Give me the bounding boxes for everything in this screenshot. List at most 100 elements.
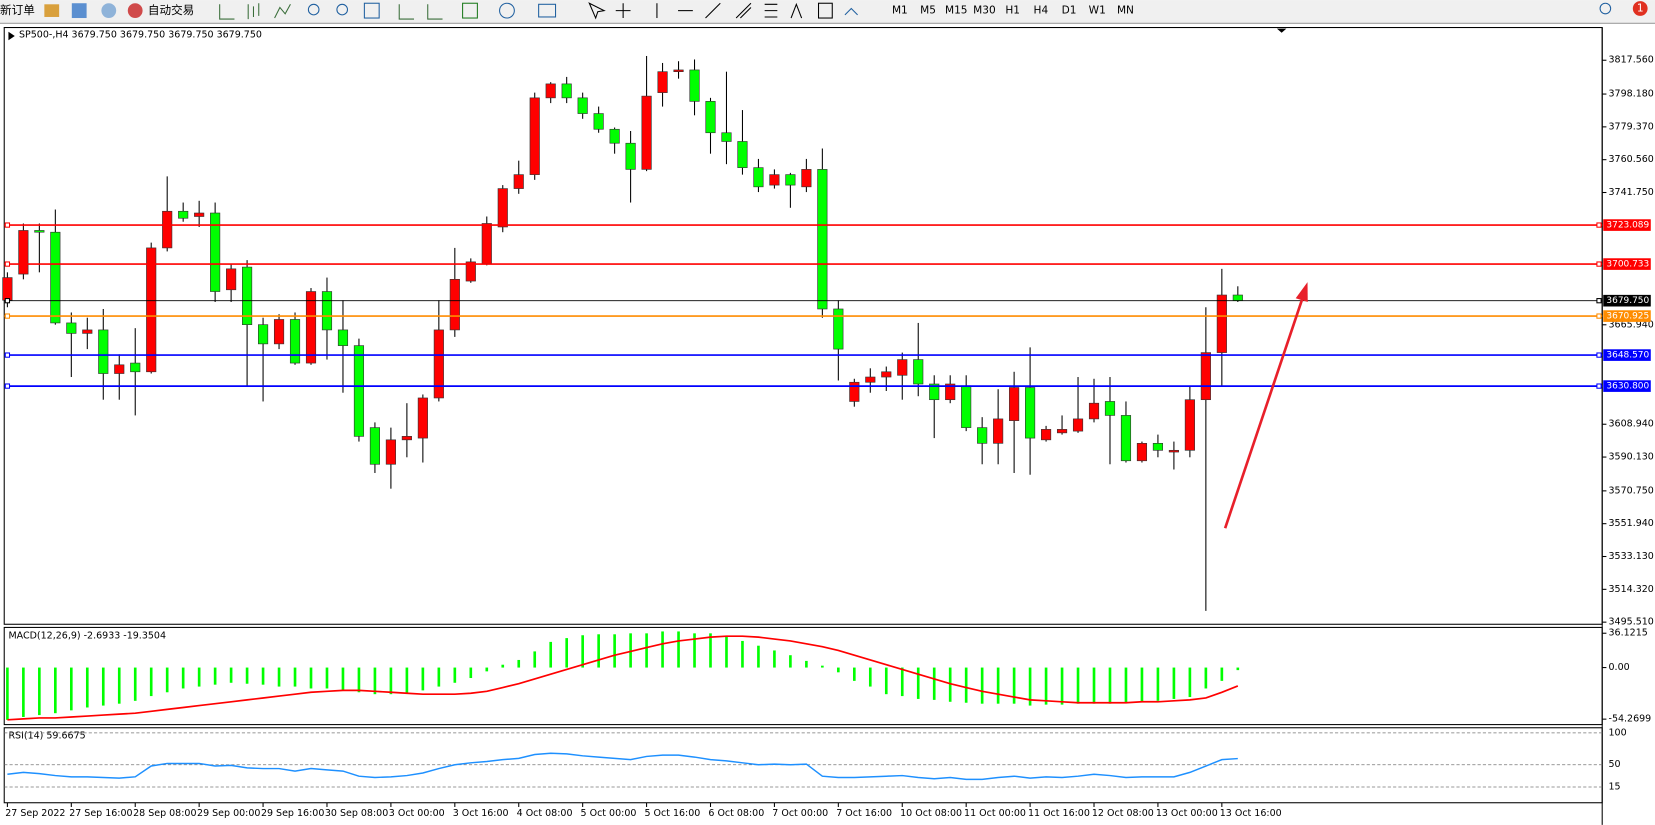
level-label: 3648.570 [1606, 351, 1649, 361]
macd-bar [805, 660, 808, 668]
candle-body [545, 83, 556, 99]
macd-bar [1236, 667, 1240, 671]
candle-body [785, 174, 796, 186]
icon[interactable] [499, 2, 515, 19]
crosshair-tool[interactable] [615, 3, 631, 19]
auto-trading-icon[interactable] [127, 3, 143, 19]
candle-body [641, 95, 652, 170]
candle-body [1152, 443, 1163, 451]
macd-bar [613, 634, 616, 668]
macd-bar [85, 667, 89, 708]
macd-bar [964, 667, 968, 703]
icon[interactable] [219, 4, 235, 20]
timeframe-button[interactable]: D1 [1062, 5, 1077, 17]
candle-body [50, 231, 61, 324]
candle-body [18, 230, 29, 275]
macd-bar [149, 667, 153, 697]
panel-frames [3, 27, 1603, 825]
macd-bar [517, 659, 521, 668]
macd-bar [1076, 667, 1080, 704]
icon[interactable] [44, 4, 60, 17]
icon[interactable] [101, 3, 117, 19]
macd-bar [1060, 667, 1064, 705]
icon[interactable] [398, 4, 415, 20]
macd-bar [916, 667, 920, 699]
candle-body [929, 383, 940, 401]
candle-body [66, 322, 77, 334]
timeframe-button[interactable]: M30 [973, 5, 996, 17]
candle-body [753, 167, 764, 188]
candle-body [977, 427, 988, 444]
candle-body [401, 436, 412, 441]
icon[interactable] [247, 3, 260, 20]
candle-body [1056, 429, 1068, 434]
icon[interactable] [363, 2, 380, 19]
cursor-tool[interactable] [588, 2, 606, 20]
macd-bar [389, 667, 393, 695]
macd-bar [773, 650, 776, 668]
toolbar: 新订单 自动交易 [0, 0, 1655, 24]
rsi-title: RSI(14) 59.6675 [8, 731, 85, 742]
x-tick-label: 13 Oct 00:00 [1156, 808, 1218, 819]
icon[interactable] [462, 2, 478, 19]
y-tick-label: 3798.180 [1609, 89, 1654, 100]
zoom-in[interactable] [307, 3, 320, 16]
macd-bar [1188, 667, 1192, 698]
candle-body [945, 383, 956, 401]
trend-tool[interactable] [705, 2, 721, 19]
timeframe-button[interactable]: H1 [1005, 5, 1020, 17]
icon[interactable] [274, 4, 291, 19]
icon[interactable] [538, 3, 557, 18]
symbol-marker [8, 31, 15, 41]
macd-bar [948, 667, 952, 702]
macd-bar [453, 667, 457, 683]
channel-tool[interactable] [735, 2, 752, 19]
macd-bar [469, 667, 473, 679]
zoom-out[interactable] [336, 3, 349, 16]
icon[interactable] [71, 3, 87, 19]
macd-bar [501, 664, 505, 668]
icon[interactable] [427, 4, 443, 20]
level-label-bg [1603, 294, 1651, 307]
candle-body [609, 128, 620, 144]
y-tick-label: 3514.320 [1609, 584, 1654, 595]
candle-body [289, 319, 301, 364]
macd-bar [38, 667, 41, 716]
level-handle [4, 298, 11, 304]
level-label: 3670.925 [1606, 312, 1649, 322]
candle-body [705, 101, 716, 134]
macd-bar [852, 667, 856, 681]
chart-title: SP500-,H4 3679.750 3679.750 3679.750 367… [19, 29, 262, 40]
macd-bar [932, 667, 936, 700]
macd-bar [1108, 667, 1112, 704]
y-tick-label: 3817.560 [1609, 55, 1654, 66]
label-tool[interactable] [817, 2, 833, 19]
timeframe-button[interactable]: M15 [945, 5, 968, 17]
timeframe-button[interactable]: H4 [1034, 5, 1049, 17]
candle-body [146, 247, 157, 373]
new-order-button[interactable]: 新订单 [0, 3, 35, 17]
macd-bar [181, 667, 185, 689]
candle-body [194, 212, 205, 217]
x-tick-label: 30 Sep 08:00 [325, 808, 388, 819]
candle-body [321, 291, 333, 331]
macd-bar [900, 667, 904, 697]
candle-body [130, 362, 141, 373]
timeframe-button[interactable]: M5 [920, 5, 936, 17]
timeframe-button[interactable]: W1 [1089, 5, 1106, 17]
macd-bar [101, 667, 105, 706]
macd-bar [6, 667, 9, 720]
macd-bar [1140, 667, 1144, 702]
candle-body [561, 83, 572, 99]
shapes-tool[interactable] [844, 7, 858, 16]
timeframe-button[interactable]: M1 [892, 5, 908, 17]
timeframe-button[interactable]: MN [1117, 5, 1134, 17]
candle-body [1200, 352, 1211, 401]
text-tool[interactable] [790, 2, 803, 19]
fib-tool[interactable] [764, 3, 778, 18]
notification-badge[interactable] [1632, 1, 1648, 16]
x-tick-label: 3 Oct 00:00 [389, 808, 445, 819]
search[interactable] [1599, 2, 1612, 15]
auto-trading-button[interactable]: 自动交易 [148, 3, 194, 17]
